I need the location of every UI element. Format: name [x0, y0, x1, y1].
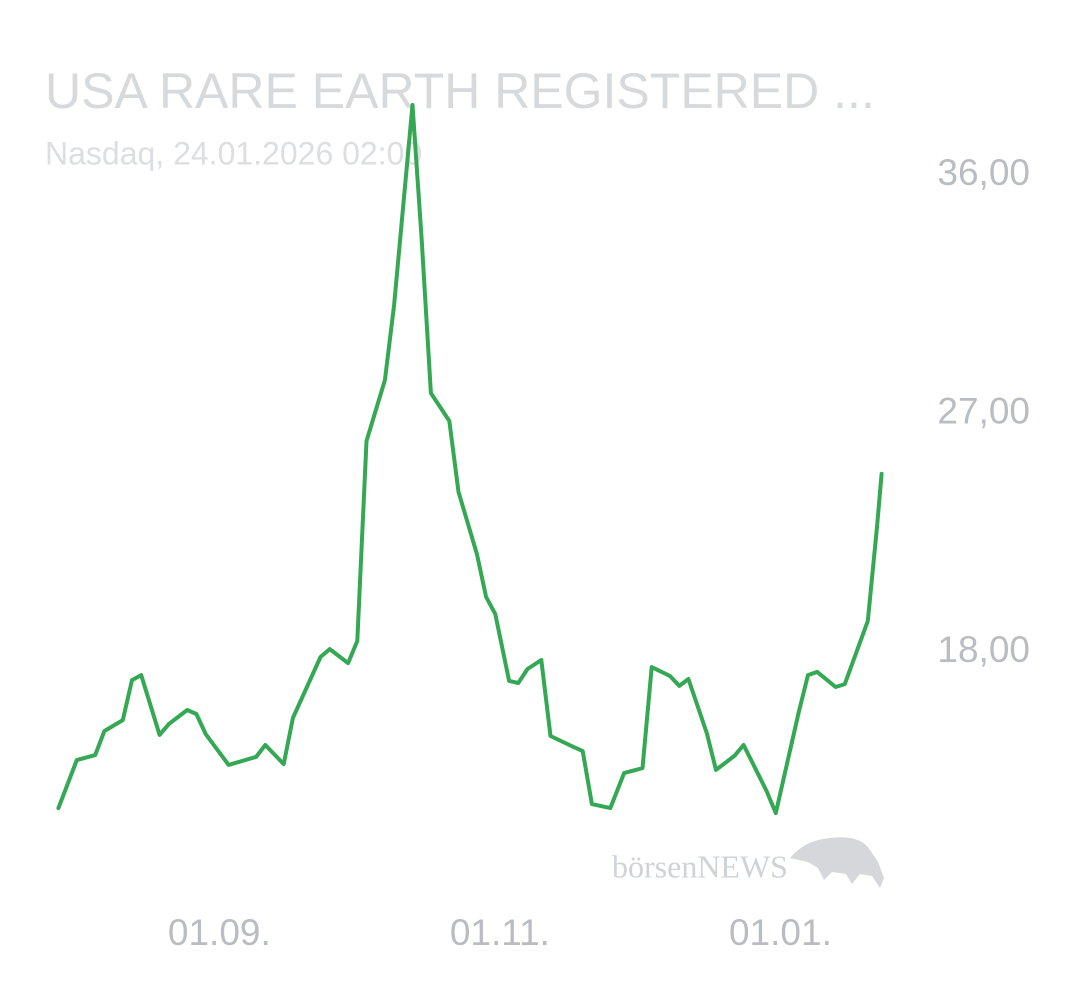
y-tick-label: 27,00: [937, 390, 1030, 431]
watermark: börsenNEWS: [612, 848, 788, 884]
price-line: [56, 103, 884, 816]
x-tick-label: 01.11.: [450, 912, 550, 953]
watermark-logo: börsenNEWS: [612, 837, 884, 888]
y-tick-label: 36,00: [937, 152, 1030, 193]
bull-icon: [790, 837, 884, 888]
chart-subtitle: Nasdaq, 24.01.2026 02:00: [45, 135, 422, 171]
x-tick-label: 01.01.: [729, 912, 832, 953]
y-tick-label: 18,00: [937, 629, 1030, 670]
x-tick-label: 01.09.: [168, 912, 271, 953]
chart-title: USA RARE EARTH REGISTERED ...: [45, 63, 875, 119]
